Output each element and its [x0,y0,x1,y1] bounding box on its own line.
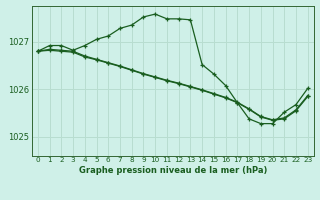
X-axis label: Graphe pression niveau de la mer (hPa): Graphe pression niveau de la mer (hPa) [79,166,267,175]
